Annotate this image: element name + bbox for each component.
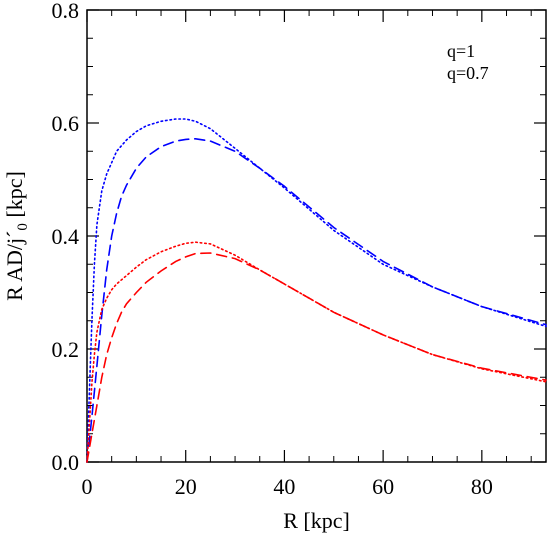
series-line-2 [86, 241, 547, 463]
y-axis-label-suffix: [kpc] [2, 171, 27, 223]
series-line-1 [86, 137, 547, 463]
series-line-3 [86, 252, 547, 463]
x-axis-label: R [kpc] [283, 508, 350, 533]
y-tick-label: 0.6 [52, 111, 80, 136]
y-axis-label-subscript: 0 [15, 223, 31, 231]
y-axis-label-prefix: R AD/j [2, 238, 27, 301]
y-tick-label: 0.4 [52, 224, 80, 249]
series-group [86, 118, 547, 463]
x-tick-label: 20 [175, 474, 197, 499]
x-tick-label: 40 [273, 474, 295, 499]
y-tick-label: 0.0 [52, 450, 80, 475]
series-line-0 [86, 118, 547, 463]
x-tick-label: 0 [82, 474, 93, 499]
axis-ticks [86, 9, 546, 463]
y-tick-label: 0.2 [52, 337, 80, 362]
legend-entry-q1: q=1 [447, 41, 475, 61]
tick-labels: 0 20 40 60 80 0.0 0.2 0.4 0.6 0.8 [52, 0, 493, 499]
legend-entry-q07: q=0.7 [447, 63, 489, 83]
y-tick-label: 0.8 [52, 0, 80, 23]
x-tick-label: 80 [471, 474, 493, 499]
y-axis-label-prime: ´ [2, 231, 27, 238]
x-tick-label: 60 [372, 474, 394, 499]
y-axis-label: R AD/j´0 [kpc] [2, 171, 31, 301]
